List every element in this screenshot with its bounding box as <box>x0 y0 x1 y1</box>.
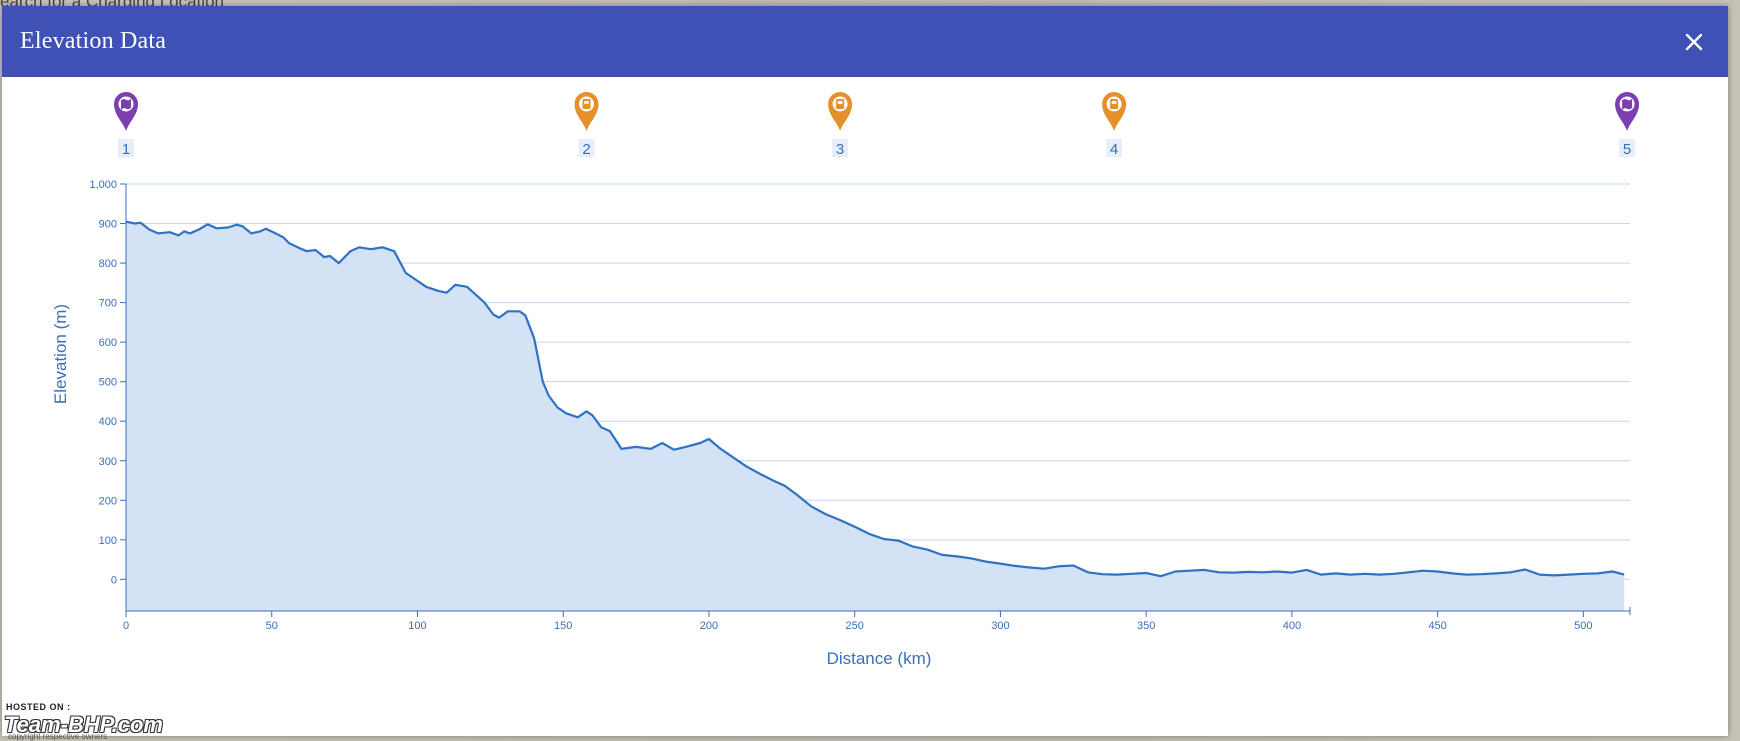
charger-screen <box>584 101 589 104</box>
route-marker-4[interactable]: 4 <box>1102 92 1127 158</box>
y-tick-label: 700 <box>99 298 117 310</box>
x-axis-title: Distance (km) <box>827 649 932 668</box>
y-tick-label: 0 <box>111 574 117 586</box>
y-tick-label: 200 <box>99 495 117 507</box>
marker-label-box <box>118 139 134 157</box>
watermark-hosted-text: HOSTED ON : <box>6 702 71 712</box>
x-tick-label: 100 <box>408 620 426 632</box>
elevation-chart: 0 100 200 300 400 500 600 700 800 900 1,000 0 50 100 1… <box>51 92 1640 668</box>
elevation-dialog: Elevation Data 0 100 200 300 400 500 600 700 800… <box>2 6 1728 736</box>
marker-label: 5 <box>1623 141 1631 158</box>
x-tick-label: 450 <box>1428 620 1446 632</box>
route-marker-2[interactable]: 2 <box>574 92 599 158</box>
y-tick-label: 600 <box>99 337 117 349</box>
marker-label: 3 <box>836 141 844 158</box>
x-tick-label: 250 <box>846 620 864 632</box>
elevation-area-fill <box>126 221 1625 611</box>
route-marker-5[interactable]: 5 <box>1615 92 1640 158</box>
x-tick-label: 300 <box>991 620 1009 632</box>
y-tick-label: 400 <box>99 416 117 428</box>
marker-label-box <box>1619 139 1636 157</box>
x-tick-label: 400 <box>1283 620 1301 632</box>
team-bhp-logo: Team-BHP.com <box>4 712 163 737</box>
y-tick-label: 300 <box>99 456 117 468</box>
elevation-line <box>125 220 1625 578</box>
chart-axes: 0 100 200 300 400 500 600 700 800 900 1,000 0 50 100 1… <box>89 179 1631 632</box>
y-axis-title: Elevation (m) <box>51 304 70 404</box>
team-bhp-watermark: HOSTED ON : Team-BHP.com copyright respe… <box>2 702 192 741</box>
watermark-copyright: copyright respective owners <box>8 732 108 741</box>
marker-label: 2 <box>582 141 590 158</box>
x-tick-label: 0 <box>123 620 129 632</box>
x-tick-label: 350 <box>1137 620 1155 632</box>
x-tick-label: 500 <box>1574 620 1592 632</box>
route-marker-3[interactable]: 3 <box>828 92 853 158</box>
x-tick-label: 200 <box>700 620 718 632</box>
y-tick-label: 100 <box>99 535 117 547</box>
y-tick-label: 500 <box>99 377 117 389</box>
dialog-header: Elevation Data <box>2 6 1728 77</box>
x-tick-label: 150 <box>554 620 572 632</box>
route-marker-1[interactable]: 1 <box>114 92 138 158</box>
dialog-title: Elevation Data <box>20 28 167 54</box>
marker-label-box <box>1106 139 1123 157</box>
elevation-area <box>125 220 1625 611</box>
y-tick-label: 1,000 <box>89 179 117 191</box>
charger-screen <box>837 101 843 104</box>
marker-label: 4 <box>1110 141 1118 158</box>
x-tick-label: 50 <box>266 620 278 632</box>
charger-screen <box>1111 101 1117 104</box>
marker-label-box <box>832 139 849 157</box>
y-tick-label: 900 <box>99 219 117 231</box>
marker-label-box <box>578 139 595 157</box>
y-tick-label: 800 <box>99 258 117 270</box>
background-search-text: earch for a Charging Location <box>0 0 224 12</box>
marker-label: 1 <box>122 141 130 158</box>
map-glyph <box>1622 99 1633 110</box>
close-icon[interactable] <box>1678 26 1710 58</box>
map-glyph <box>121 99 131 110</box>
route-markers: 1 2 3 4 5 <box>114 92 1640 158</box>
